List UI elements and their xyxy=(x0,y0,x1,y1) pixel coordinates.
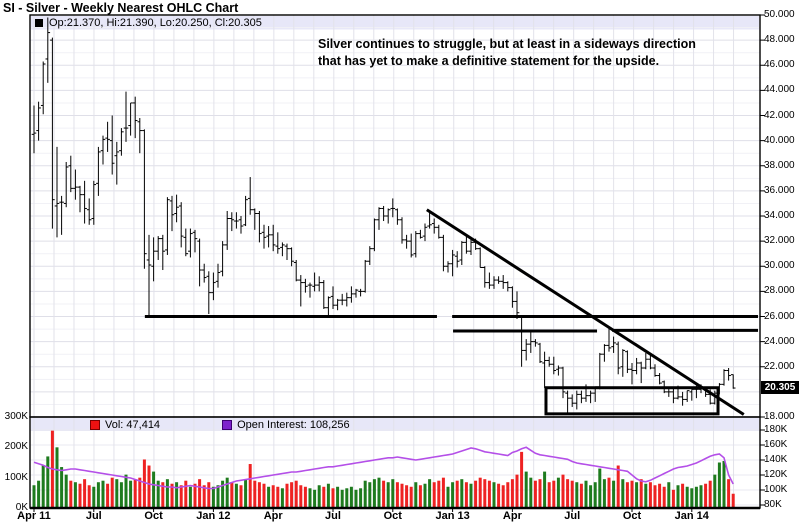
volume-axis-tick: 300K xyxy=(4,411,28,422)
price-axis-tick: 48.000 xyxy=(764,34,795,46)
date-axis-tick: Jan 13 xyxy=(435,510,470,522)
price-axis-tick: 38.000 xyxy=(764,159,795,171)
open-interest-axis-tick: 140K xyxy=(764,454,788,465)
price-axis-tick: 24.000 xyxy=(764,335,795,347)
page-title: SI - Silver - Weekly Nearest OHLC Chart xyxy=(3,1,239,15)
price-axis-tick: 32.000 xyxy=(764,235,795,247)
ohlc-legend-text: Op:21.370, Hi:21.390, Lo:20.250, Cl:20.3… xyxy=(49,17,262,29)
ohlc-legend-marker-icon xyxy=(35,19,43,27)
open-interest-axis-tick: 180K xyxy=(764,424,788,435)
date-axis-tick: Jul xyxy=(85,510,102,522)
ohlc-legend: Op:21.370, Hi:21.390, Lo:20.250, Cl:20.3… xyxy=(35,17,262,29)
price-axis-tick: 30.000 xyxy=(764,260,795,272)
price-axis-tick: 36.000 xyxy=(764,184,795,196)
date-axis-tick: Oct xyxy=(622,510,642,522)
date-axis-tick: Apr 11 xyxy=(17,510,51,522)
price-axis-tick: 40.000 xyxy=(764,134,795,146)
open-interest-legend-marker-icon xyxy=(222,420,233,430)
volume-axis-tick: 0K xyxy=(15,502,28,513)
volume-legend-marker-icon xyxy=(90,420,100,430)
last-price-tag: 20.305 xyxy=(761,381,799,394)
price-axis-tick: 34.000 xyxy=(764,210,795,221)
open-interest-legend-text: Open Interest: 108,256 xyxy=(237,419,350,431)
price-axis-tick: 46.000 xyxy=(764,59,795,71)
price-axis-tick: 18.000 xyxy=(764,411,795,422)
price-axis-tick: 22.000 xyxy=(764,360,795,372)
price-axis-tick: 50.000 xyxy=(764,9,795,20)
price-axis-tick: 42.000 xyxy=(764,109,795,121)
price-axis-tick: 26.000 xyxy=(764,310,795,322)
date-axis-tick: Oct xyxy=(144,510,163,522)
volume-axis-tick: 200K xyxy=(4,441,28,453)
date-axis-tick: Apr xyxy=(263,510,283,522)
chart-annotation-text: Silver continues to struggle, but at lea… xyxy=(318,36,696,70)
open-interest-axis-tick: 100K xyxy=(764,484,788,495)
open-interest-axis-tick: 160K xyxy=(764,439,788,450)
price-axis-tick: 44.000 xyxy=(764,84,795,96)
price-axis-tick: 28.000 xyxy=(764,285,795,297)
date-axis-tick: Apr xyxy=(502,510,522,522)
volume-legend: Vol: 47,414 Open Interest: 108,256 xyxy=(90,419,350,431)
open-interest-axis-tick: 80K xyxy=(764,499,782,510)
date-axis-tick: Jul xyxy=(564,510,581,522)
date-axis-tick: Jul xyxy=(325,510,341,522)
volume-legend-text: Vol: 47,414 xyxy=(105,419,161,431)
open-interest-axis-tick: 120K xyxy=(764,469,788,480)
date-axis-tick: Jan 12 xyxy=(196,510,231,522)
date-axis-tick: Jan 14 xyxy=(674,510,709,522)
volume-axis-tick: 100K xyxy=(4,471,28,483)
date-axis-tick: Oct xyxy=(383,510,402,522)
annotation-line2: that has yet to make a definitive statem… xyxy=(318,54,660,68)
annotation-line1: Silver continues to struggle, but at lea… xyxy=(318,37,696,51)
